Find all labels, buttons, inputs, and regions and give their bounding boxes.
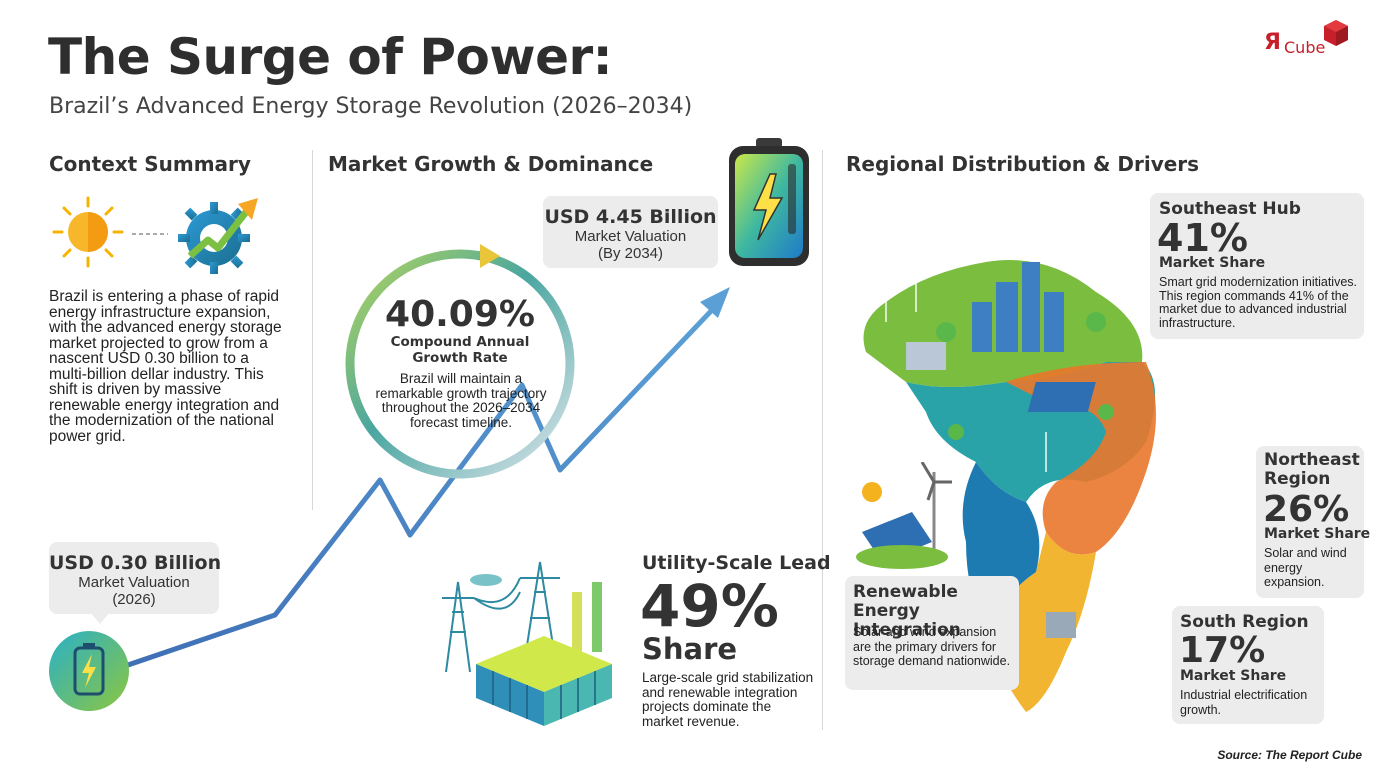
power-grid-icon [442, 561, 612, 726]
divider-left [312, 150, 313, 510]
utility-value: 49% [640, 572, 779, 640]
logo-cube-text: Cube [1284, 38, 1326, 57]
southeast-desc: Smart grid modernization initiatives. Th… [1159, 275, 1357, 330]
northeast-title: Northeast Region [1264, 450, 1360, 489]
battery-icon [49, 631, 129, 711]
logo-r: Я [1264, 30, 1281, 55]
south-card [1172, 606, 1324, 724]
solar-wind-icon [856, 462, 952, 569]
southeast-label: Market Share [1159, 255, 1266, 271]
south-value: 17% [1179, 630, 1266, 671]
northeast-label: Market Share [1264, 526, 1371, 542]
start-label: Market Valuation [78, 574, 190, 591]
regional-heading: Regional Distribution & Drivers [846, 152, 1200, 176]
end-label: Market Valuation [574, 228, 687, 245]
renewable-card [845, 576, 1019, 690]
page-title: The Surge of Power: [48, 28, 613, 86]
utility-desc: Large-scale grid stabilization and renew… [642, 670, 814, 729]
cagr-label: Compound Annual Growth Rate [390, 334, 530, 366]
south-title: South Region [1180, 612, 1309, 632]
source-note: Source: The Report Cube [1217, 748, 1362, 762]
northeast-desc: Solar and wind energy expansion. [1264, 546, 1347, 589]
utility-title: Utility-Scale Lead [642, 552, 831, 574]
cagr-value: 40.09% [385, 294, 535, 335]
page-subtitle: Brazil’s Advanced Energy Storage Revolut… [49, 94, 693, 119]
brand-logo: Я Cube [1264, 20, 1354, 64]
context-heading: Context Summary [49, 152, 251, 176]
utility-label: Share [642, 632, 738, 666]
southeast-value: 41% [1157, 216, 1248, 260]
start-sub: (2026) [112, 591, 156, 608]
large-battery-icon [729, 138, 809, 266]
card-pointer [90, 612, 110, 624]
divider-right [822, 150, 823, 730]
sun-icon [52, 196, 168, 268]
northeast-value: 26% [1263, 489, 1350, 530]
renewable-title: Renewable Energy Integration [853, 582, 961, 640]
start-valuation-card: USD 0.30 Billion Market Valuation (2026) [49, 542, 222, 614]
southeast-card [1150, 193, 1364, 339]
start-value: USD 0.30 Billion [49, 552, 222, 574]
southeast-title: Southeast Hub [1159, 199, 1301, 219]
brazil-map-icon [863, 260, 1156, 712]
context-body: Brazil is entering a phase of rapid ener… [49, 288, 282, 445]
end-value: USD 4.45 Billion [544, 206, 717, 228]
cube-icon [1324, 20, 1348, 46]
cagr-desc: Brazil will maintain a remarkable growth… [375, 371, 547, 430]
south-label: Market Share [1180, 668, 1287, 684]
growth-gear-icon [178, 198, 258, 274]
renewable-desc: Solar and wind expansion are the primary… [853, 625, 1011, 668]
northeast-card [1256, 446, 1364, 598]
market-heading: Market Growth & Dominance [328, 152, 654, 176]
end-sub: (By 2034) [597, 245, 664, 262]
south-desc: Industrial electrification growth. [1180, 688, 1308, 717]
end-valuation-card: USD 4.45 Billion Market Valuation (By 20… [543, 196, 718, 268]
cagr-ring [345, 244, 575, 479]
